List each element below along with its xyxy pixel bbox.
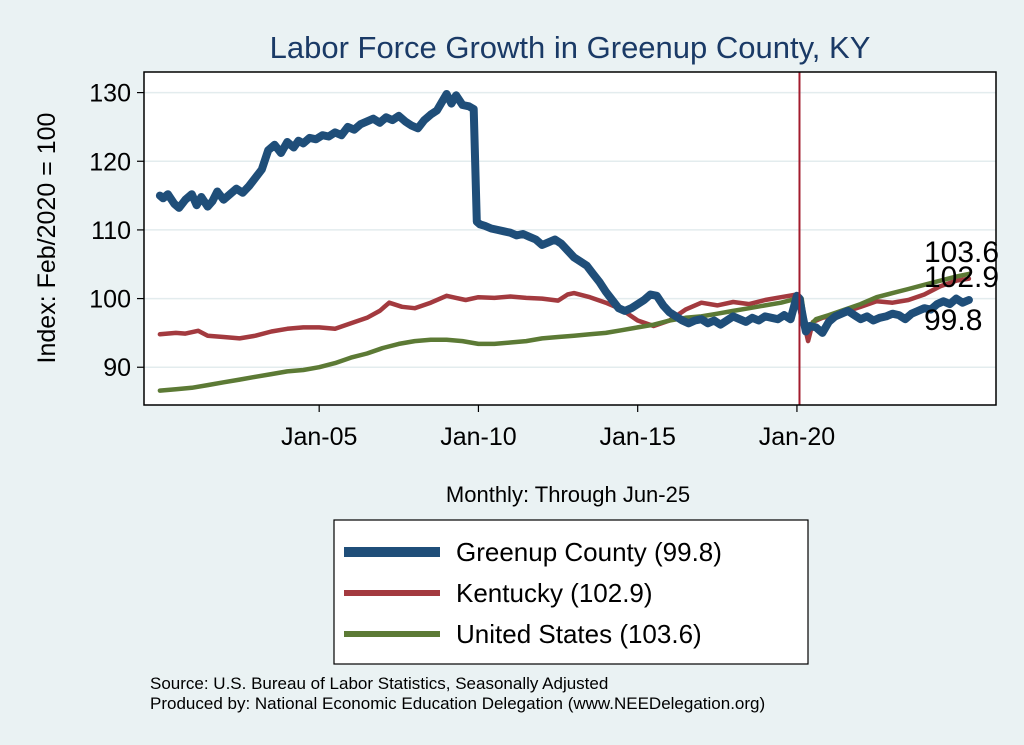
y-tick-label-110: 110 — [91, 217, 131, 245]
series-line-united-states — [157, 271, 972, 393]
plot-frame — [143, 71, 997, 406]
y-tick-label-100: 100 — [89, 286, 131, 314]
x-tick-label-Jan-10: Jan-10 — [440, 423, 516, 451]
series-layer — [155, 90, 973, 393]
y-axis: 90 100 110 120 130 — [89, 80, 144, 382]
x-tick-label-Jan-05: Jan-05 — [281, 423, 357, 451]
x-axis-label: Monthly: Through Jun-25 — [446, 482, 690, 507]
legend-label-united-states: United States (103.6) — [456, 619, 702, 649]
gridlines — [144, 91, 996, 368]
legend-label-greenup-county: Greenup County (99.8) — [456, 537, 722, 567]
y-tick-label-90: 90 — [103, 354, 131, 382]
legend-label-kentucky: Kentucky (102.9) — [456, 578, 653, 608]
produced-by-note: Produced by: National Economic Education… — [150, 694, 765, 713]
legend: Greenup County (99.8) Kentucky (102.9) U… — [333, 519, 809, 665]
series-line-greenup-county — [155, 90, 973, 337]
y-tick-label-130: 130 — [89, 80, 131, 108]
y-axis-label: Index: Feb/2020 = 100 — [33, 113, 61, 364]
x-axis: Jan-05 Jan-10 Jan-15 Jan-20 — [281, 405, 835, 451]
plot-area — [144, 72, 996, 405]
end-label-kentucky: 102.9 — [924, 261, 999, 294]
x-tick-label-Jan-15: Jan-15 — [599, 423, 675, 451]
y-tick-label-120: 120 — [89, 148, 131, 176]
end-label-greenup-county: 99.8 — [924, 304, 982, 337]
chart-title: Labor Force Growth in Greenup County, KY — [270, 30, 871, 65]
source-note: Source: U.S. Bureau of Labor Statistics,… — [150, 674, 608, 693]
end-label-united-states: 103.6 — [924, 236, 999, 269]
x-tick-label-Jan-20: Jan-20 — [759, 423, 835, 451]
